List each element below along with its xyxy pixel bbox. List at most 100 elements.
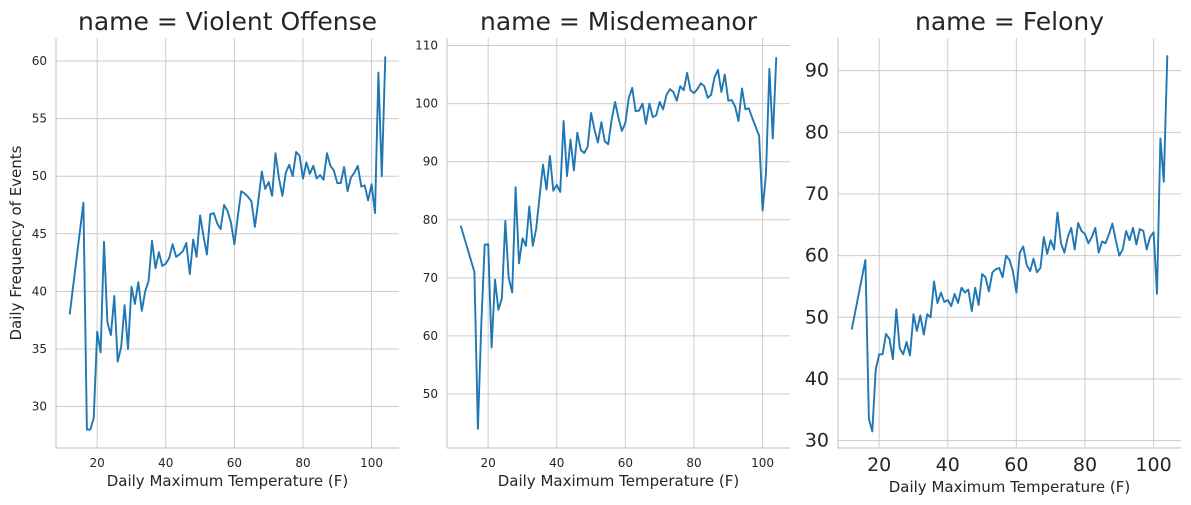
- data-point: [696, 88, 698, 90]
- data-point: [1125, 230, 1127, 232]
- data-point: [137, 281, 139, 283]
- data-point: [953, 293, 955, 295]
- data-point: [875, 369, 877, 371]
- data-point: [226, 210, 228, 212]
- data-point: [1091, 236, 1093, 238]
- data-point: [244, 192, 246, 194]
- data-point: [652, 116, 654, 118]
- data-point: [1036, 271, 1038, 273]
- data-point: [480, 323, 482, 325]
- data-point: [497, 309, 499, 311]
- data-point: [1032, 258, 1034, 260]
- x-tick-label: 100: [1135, 454, 1171, 476]
- data-point: [655, 114, 657, 116]
- y-tick-label: 100: [415, 97, 438, 111]
- data-point: [676, 100, 678, 102]
- y-tick-label: 90: [805, 60, 829, 82]
- data-point: [89, 428, 91, 430]
- data-point: [117, 360, 119, 362]
- data-point: [93, 417, 95, 419]
- plot-area: 20 40 60 80 100 30 40 50 60 70 80 90: [805, 38, 1181, 476]
- plot-area: 20 40 60 80 100 50 60 70 80 90 100 110: [415, 38, 790, 470]
- data-point: [971, 310, 973, 312]
- data-point: [336, 182, 338, 184]
- data-point: [1108, 233, 1110, 235]
- data-point: [292, 175, 294, 177]
- data-point: [538, 195, 540, 197]
- data-point: [926, 313, 928, 315]
- data-point: [573, 169, 575, 171]
- data-point: [147, 280, 149, 282]
- data-point: [559, 191, 561, 193]
- data-point: [1111, 222, 1113, 224]
- data-point: [755, 126, 757, 128]
- data-point: [545, 188, 547, 190]
- data-point: [154, 267, 156, 269]
- data-point: [724, 73, 726, 75]
- data-point: [281, 195, 283, 197]
- data-point: [381, 175, 383, 177]
- data-point: [748, 107, 750, 109]
- data-point: [775, 56, 777, 58]
- data-point: [1118, 254, 1120, 256]
- data-point: [99, 351, 101, 353]
- data-point: [693, 92, 695, 94]
- y-tick-label: 40: [805, 368, 829, 390]
- data-point: [1156, 293, 1158, 295]
- data-point: [881, 353, 883, 355]
- data-point: [1005, 254, 1007, 256]
- data-point: [929, 316, 931, 318]
- data-point: [350, 176, 352, 178]
- data-point: [250, 200, 252, 202]
- data-point: [316, 177, 318, 179]
- data-point: [772, 137, 774, 139]
- data-point: [964, 291, 966, 293]
- panel-title: name = Violent Offense: [78, 7, 377, 36]
- data-point: [909, 354, 911, 356]
- data-point: [648, 102, 650, 104]
- data-point: [532, 245, 534, 247]
- data-point: [1152, 231, 1154, 233]
- data-point: [768, 68, 770, 70]
- data-point: [628, 97, 630, 99]
- plot-area: 20 40 60 80 100 30 35 40 45 50 55 60: [32, 38, 399, 470]
- data-point: [1159, 137, 1161, 139]
- data-point: [916, 330, 918, 332]
- y-tick-label: 90: [423, 155, 438, 169]
- data-point: [1029, 270, 1031, 272]
- data-point: [1019, 251, 1021, 253]
- x-tick-label: 40: [158, 456, 173, 470]
- data-point: [583, 152, 585, 154]
- data-point: [607, 143, 609, 145]
- data-point: [477, 428, 479, 430]
- data-point: [549, 155, 551, 157]
- data-point: [357, 165, 359, 167]
- data-point: [525, 245, 527, 247]
- data-point: [158, 251, 160, 253]
- data-point: [237, 215, 239, 217]
- data-point: [123, 304, 125, 306]
- data-point: [902, 353, 904, 355]
- data-point: [86, 428, 88, 430]
- data-point: [683, 89, 685, 91]
- data-point: [175, 256, 177, 258]
- y-tick-label: 60: [32, 54, 47, 68]
- data-point: [219, 228, 221, 230]
- data-point: [720, 91, 722, 93]
- data-point: [981, 273, 983, 275]
- data-point: [501, 297, 503, 299]
- data-point: [213, 212, 215, 214]
- data-point: [473, 271, 475, 273]
- data-point: [171, 243, 173, 245]
- data-point: [936, 302, 938, 304]
- x-tick-label: 80: [295, 456, 310, 470]
- x-tick-label: 40: [549, 456, 564, 470]
- data-point: [168, 257, 170, 259]
- data-point: [1077, 222, 1079, 224]
- data-point: [1080, 230, 1082, 232]
- data-point: [182, 250, 184, 252]
- data-point: [621, 130, 623, 132]
- x-tick-label: 40: [936, 454, 960, 476]
- data-point: [521, 237, 523, 239]
- data-point: [261, 170, 263, 172]
